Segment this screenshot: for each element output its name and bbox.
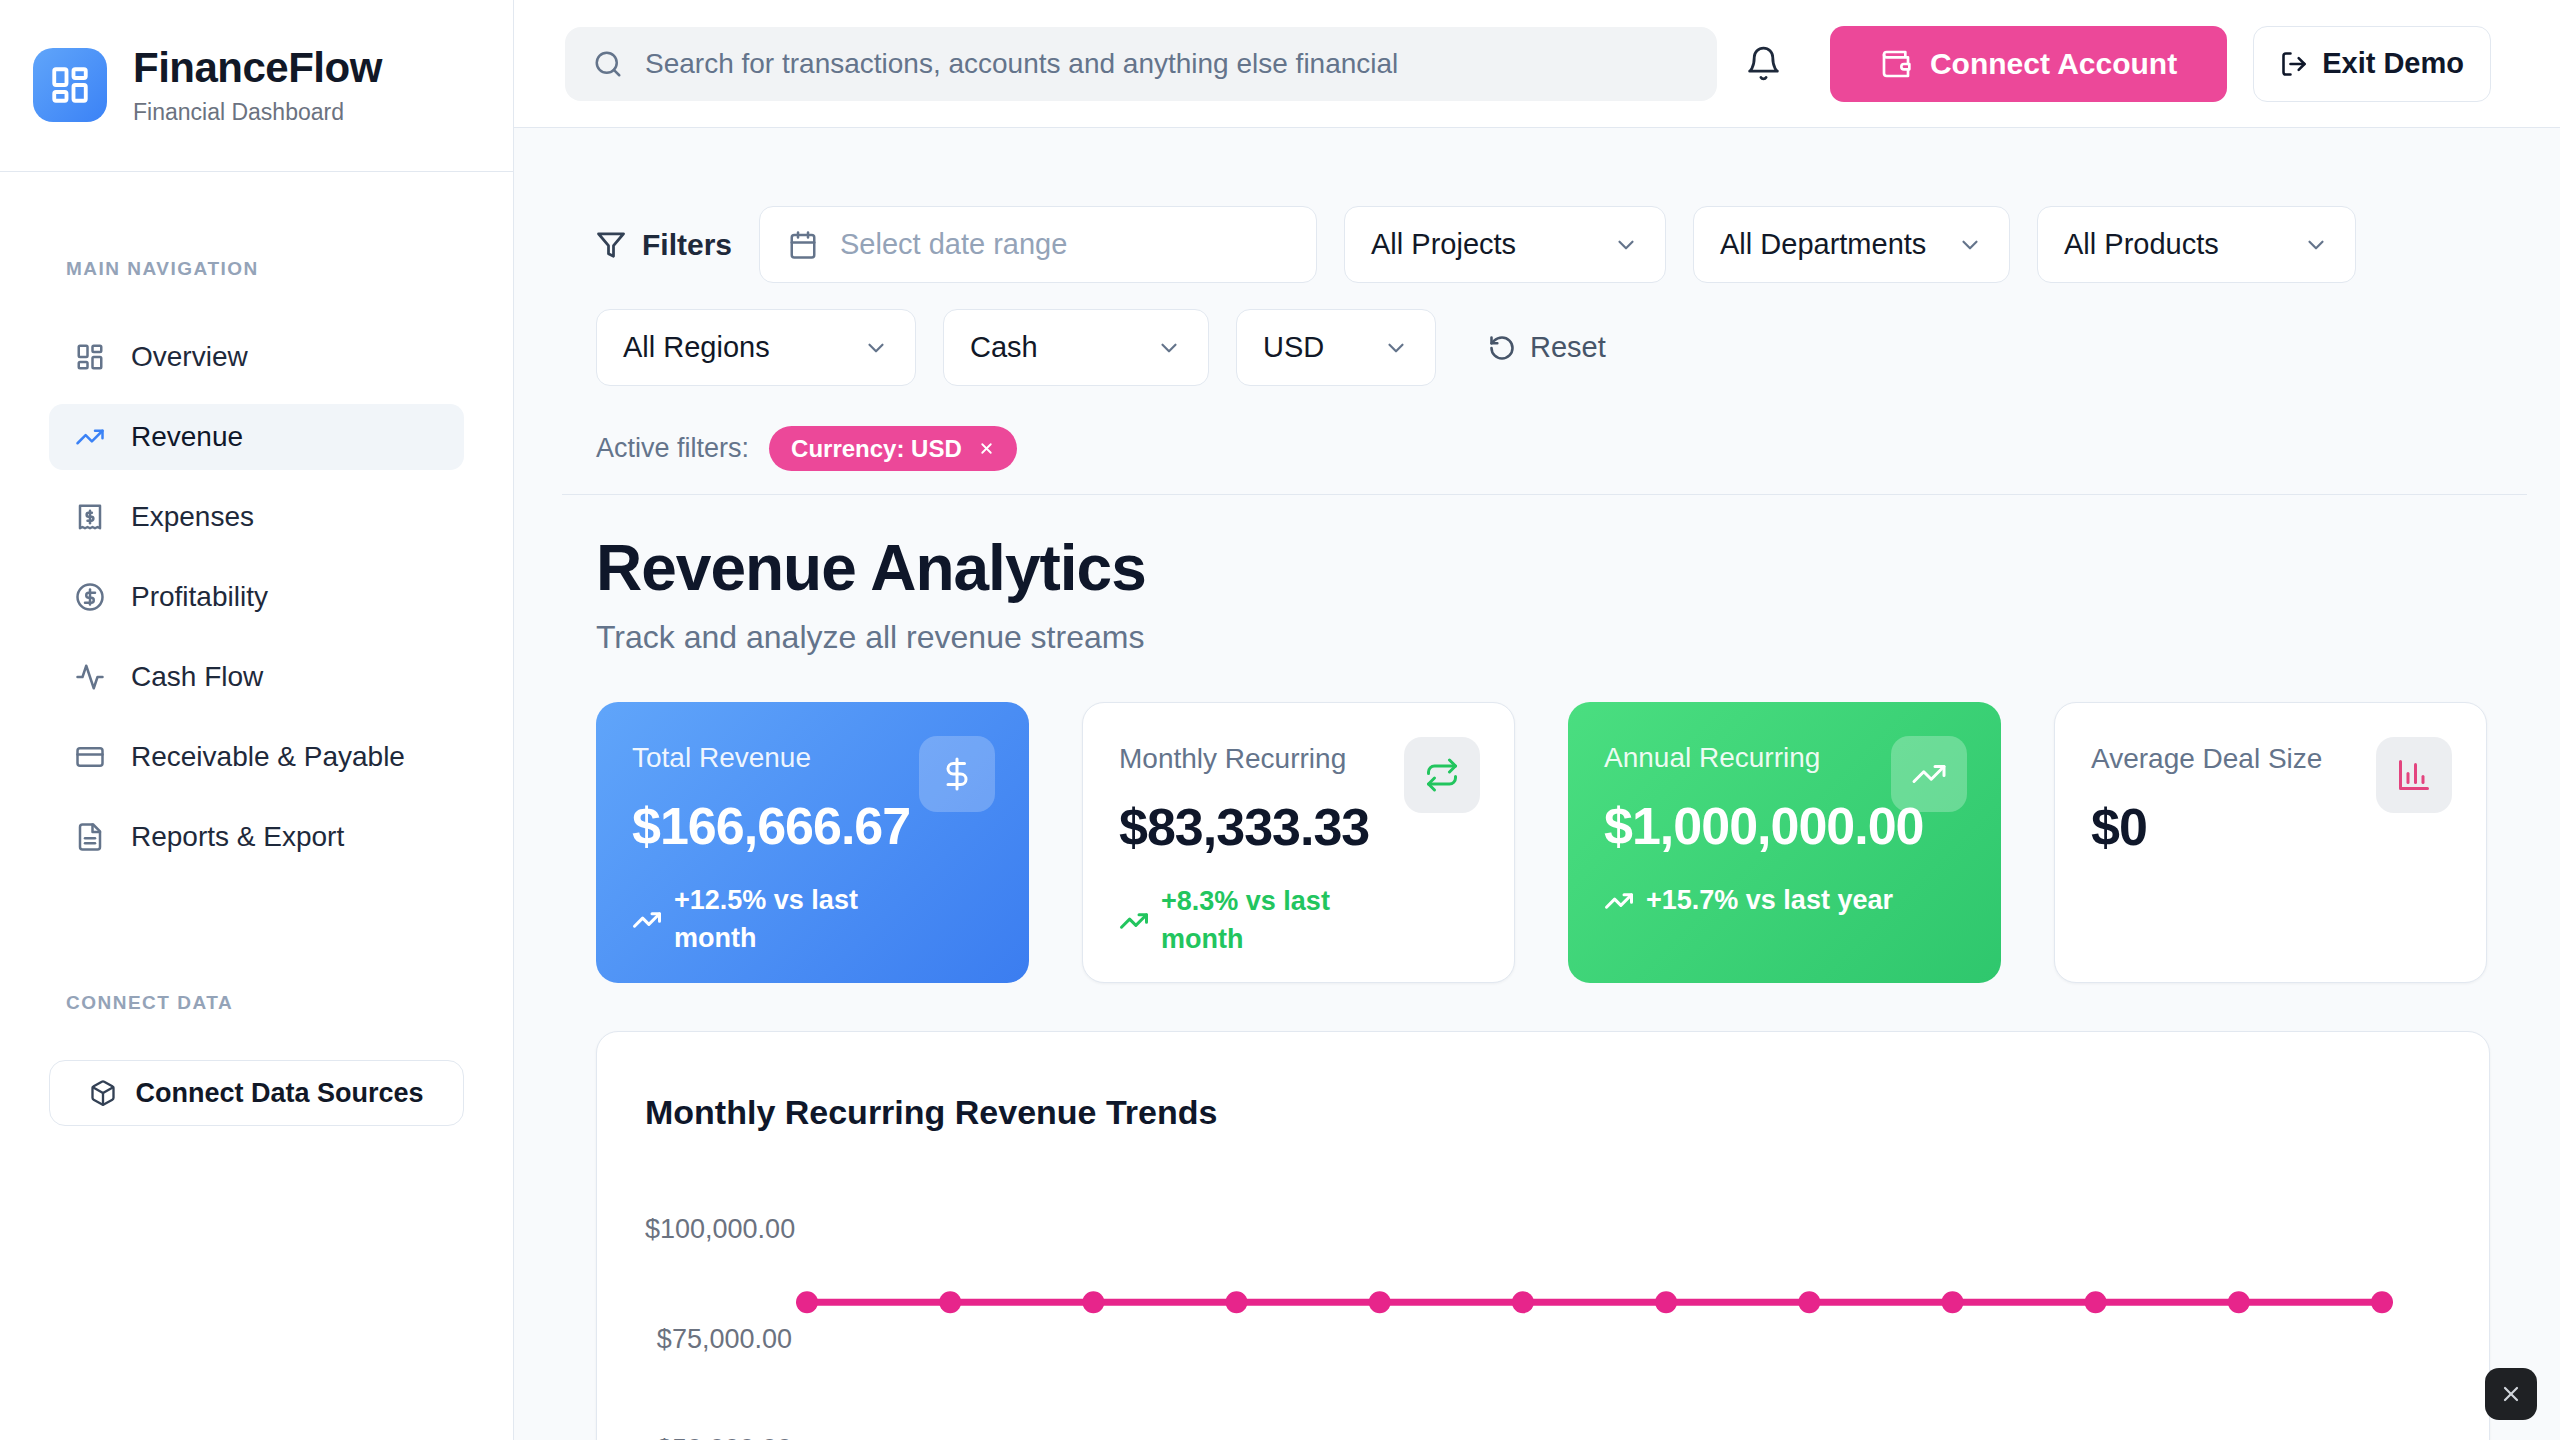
trending-up-icon [1604, 886, 1634, 916]
dropdown-cash[interactable]: Cash [943, 309, 1209, 386]
exit-demo-label: Exit Demo [2322, 47, 2464, 80]
chart-line [645, 1132, 2442, 1440]
chevron-down-icon [1613, 232, 1639, 258]
app-logo-icon [33, 48, 107, 122]
connect-data-sources-button[interactable]: Connect Data Sources [49, 1060, 464, 1126]
sidebar-item-profitability[interactable]: Profitability [49, 564, 464, 630]
chevron-down-icon [1957, 232, 1983, 258]
sidebar-item-revenue[interactable]: Revenue [49, 404, 464, 470]
rotate-ccw-icon [1488, 334, 1516, 362]
stat-trend: +15.7% vs last year [1604, 882, 1965, 920]
chevron-down-icon [1156, 335, 1182, 361]
sidebar-item-expenses[interactable]: Expenses [49, 484, 464, 550]
log-out-icon [2280, 50, 2308, 78]
brand: FinanceFlow Financial Dashboard [0, 0, 513, 172]
active-filter-chip[interactable]: Currency: USD [769, 426, 1017, 471]
nav-section-label: MAIN NAVIGATION [66, 258, 464, 280]
connect-account-label: Connect Account [1930, 47, 2177, 81]
trending-up-icon [632, 905, 662, 935]
app-tagline: Financial Dashboard [133, 99, 382, 126]
calendar-icon [788, 230, 818, 260]
repeat-icon [1424, 757, 1460, 793]
search-input[interactable] [645, 48, 1689, 80]
divider [562, 494, 2527, 495]
line-chart: $100,000.00$75,000.00$50,000.00 [645, 1132, 2441, 1440]
chart-card: Monthly Recurring Revenue Trends $100,00… [596, 1031, 2490, 1440]
search-icon [593, 49, 623, 79]
chevron-down-icon [2303, 232, 2329, 258]
dropdown-all-products[interactable]: All Products [2037, 206, 2356, 283]
stat-card-average-deal-size: Average Deal Size$0 [2054, 702, 2487, 983]
date-range-input[interactable] [840, 228, 1288, 261]
stat-badge [1404, 737, 1480, 813]
notifications-bell-icon[interactable] [1745, 45, 1782, 82]
search-bar[interactable] [565, 27, 1717, 101]
sidebar-item-label: Overview [131, 341, 248, 373]
dropdown-all-departments[interactable]: All Departments [1693, 206, 2010, 283]
sidebar-item-label: Expenses [131, 501, 254, 533]
page-title: Revenue Analytics [596, 531, 2490, 605]
stat-badge [2376, 737, 2452, 813]
dropdown-usd[interactable]: USD [1236, 309, 1436, 386]
credit-card-icon [75, 742, 105, 772]
app-title: FinanceFlow [133, 44, 382, 92]
close-floating-button[interactable] [2485, 1368, 2537, 1420]
activity-icon [75, 662, 105, 692]
trend-up-icon [1911, 756, 1947, 792]
content: Filters All Projects All Departments All P… [514, 128, 2560, 1440]
stat-badge [1891, 736, 1967, 812]
main-navigation: MAIN NAVIGATION Overview Revenue Expenses P… [0, 172, 513, 884]
wallet-icon [1880, 48, 1912, 80]
bar-chart-icon [2396, 757, 2432, 793]
dropdown-all-regions[interactable]: All Regions [596, 309, 916, 386]
date-range-picker[interactable] [759, 206, 1317, 283]
layout-grid-icon [75, 342, 105, 372]
stat-trend: +12.5% vs last month [632, 882, 993, 958]
sidebar-item-cash-flow[interactable]: Cash Flow [49, 644, 464, 710]
sidebar-item-receivable-payable[interactable]: Receivable & Payable [49, 724, 464, 790]
x-icon [978, 440, 995, 457]
stat-card-annual-recurring: Annual Recurring$1,000,000.00+15.7% vs l… [1568, 702, 2001, 983]
stat-card-total-revenue: Total Revenue$166,666.67+12.5% vs last m… [596, 702, 1029, 983]
sidebar-item-label: Profitability [131, 581, 268, 613]
sidebar-item-label: Receivable & Payable [131, 741, 405, 773]
dropdown-all-projects[interactable]: All Projects [1344, 206, 1666, 283]
stat-badge [919, 736, 995, 812]
connect-data-section-label: CONNECT DATA [66, 992, 513, 1014]
sidebar-item-label: Revenue [131, 421, 243, 453]
active-filters-label: Active filters: [596, 433, 749, 464]
close-icon [2499, 1382, 2523, 1406]
sidebar-item-label: Cash Flow [131, 661, 263, 693]
stat-trend: +8.3% vs last month [1119, 883, 1478, 959]
package-icon [89, 1079, 117, 1107]
page-subtitle: Track and analyze all revenue streams [596, 619, 2490, 656]
topbar: Connect Account Exit Demo [514, 0, 2560, 128]
stat-card-monthly-recurring: Monthly Recurring$83,333.33+8.3% vs last… [1082, 702, 1515, 983]
filters-label: Filters [596, 228, 732, 262]
filter-funnel-icon [596, 230, 626, 260]
sidebar: FinanceFlow Financial Dashboard MAIN NAV… [0, 0, 514, 1440]
sidebar-item-label: Reports & Export [131, 821, 344, 853]
receipt-icon [75, 502, 105, 532]
circle-dollar-icon [75, 582, 105, 612]
file-text-icon [75, 822, 105, 852]
exit-demo-button[interactable]: Exit Demo [2253, 26, 2491, 102]
dollar-icon [939, 756, 975, 792]
chevron-down-icon [1383, 335, 1409, 361]
sidebar-item-reports-export[interactable]: Reports & Export [49, 804, 464, 870]
trending-up-icon [75, 422, 105, 452]
trending-up-icon [1119, 906, 1149, 936]
sidebar-item-overview[interactable]: Overview [49, 324, 464, 390]
connect-account-button[interactable]: Connect Account [1830, 26, 2227, 102]
connect-data-sources-label: Connect Data Sources [135, 1078, 423, 1109]
chart-title: Monthly Recurring Revenue Trends [645, 1092, 2441, 1132]
reset-filters-button[interactable]: Reset [1488, 331, 1606, 364]
chevron-down-icon [863, 335, 889, 361]
